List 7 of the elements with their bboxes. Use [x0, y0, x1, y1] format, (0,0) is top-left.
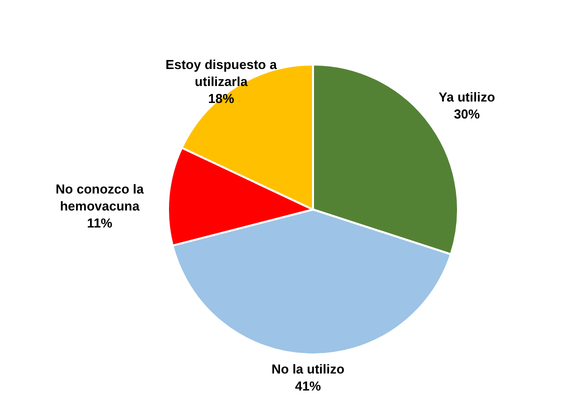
data-label: 41%: [294, 378, 322, 394]
slice-label: Estoy dispuesto a utilizarla: [166, 56, 278, 89]
slice-label: Ya utilizo: [438, 90, 496, 105]
slice-label: No conozco la hemovacuna: [56, 181, 145, 214]
slice-label: No la utilizo: [271, 361, 344, 376]
data-label: 11%: [87, 215, 113, 230]
data-label: 30%: [454, 106, 480, 122]
